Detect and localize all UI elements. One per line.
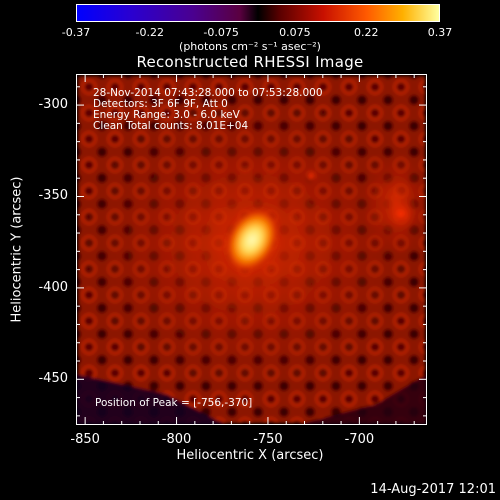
colorbar-tick-label: 0.075 [279,26,311,39]
info-energy: Energy Range: 3.0 - 6.0 keV [93,109,240,121]
plot-frame [76,74,427,425]
y-tick-label: -300 [38,97,68,113]
rhessi-image: 28-Nov-2014 07:43:28.000 to 07:53:28.000… [76,74,427,425]
info-detectors: Detectors: 3F 6F 9F, Att 0 [93,98,228,110]
colorbar-tick-label: 0.22 [353,26,379,39]
peak-position: Position of Peak = [-756,-370] [95,397,253,409]
colorbar [76,4,440,22]
x-tick-label: -700 [344,432,375,447]
x-tick-label: -750 [253,432,283,447]
colorbar-tick-label: -0.075 [203,26,239,39]
colorbar-tick-label: 0.37 [427,26,453,39]
x-tick-label: -800 [161,432,192,447]
colorbar-units: (photons cm⁻² s⁻¹ asec⁻²) [179,40,321,53]
colorbar-tick-label: -0.37 [61,26,91,39]
y-tick-label: -350 [38,188,68,204]
colorbar-tick-label: -0.22 [135,26,165,39]
y-axis-label: Heliocentric Y (arcsec) [9,176,25,323]
info-method: Clean Total counts: 8.01E+04 [93,120,249,132]
x-axis-label: Heliocentric X (arcsec) [176,448,324,463]
plot-title: Reconstructed RHESSI Image [136,53,364,71]
info-time: 28-Nov-2014 07:43:28.000 to 07:53:28.000 [93,87,323,99]
y-tick-label: -450 [38,371,68,387]
x-tick-label: -850 [70,432,100,447]
date-stamp: 14-Aug-2017 12:01 [370,482,496,497]
y-tick-label: -400 [38,279,68,295]
flare-peak [225,207,279,273]
